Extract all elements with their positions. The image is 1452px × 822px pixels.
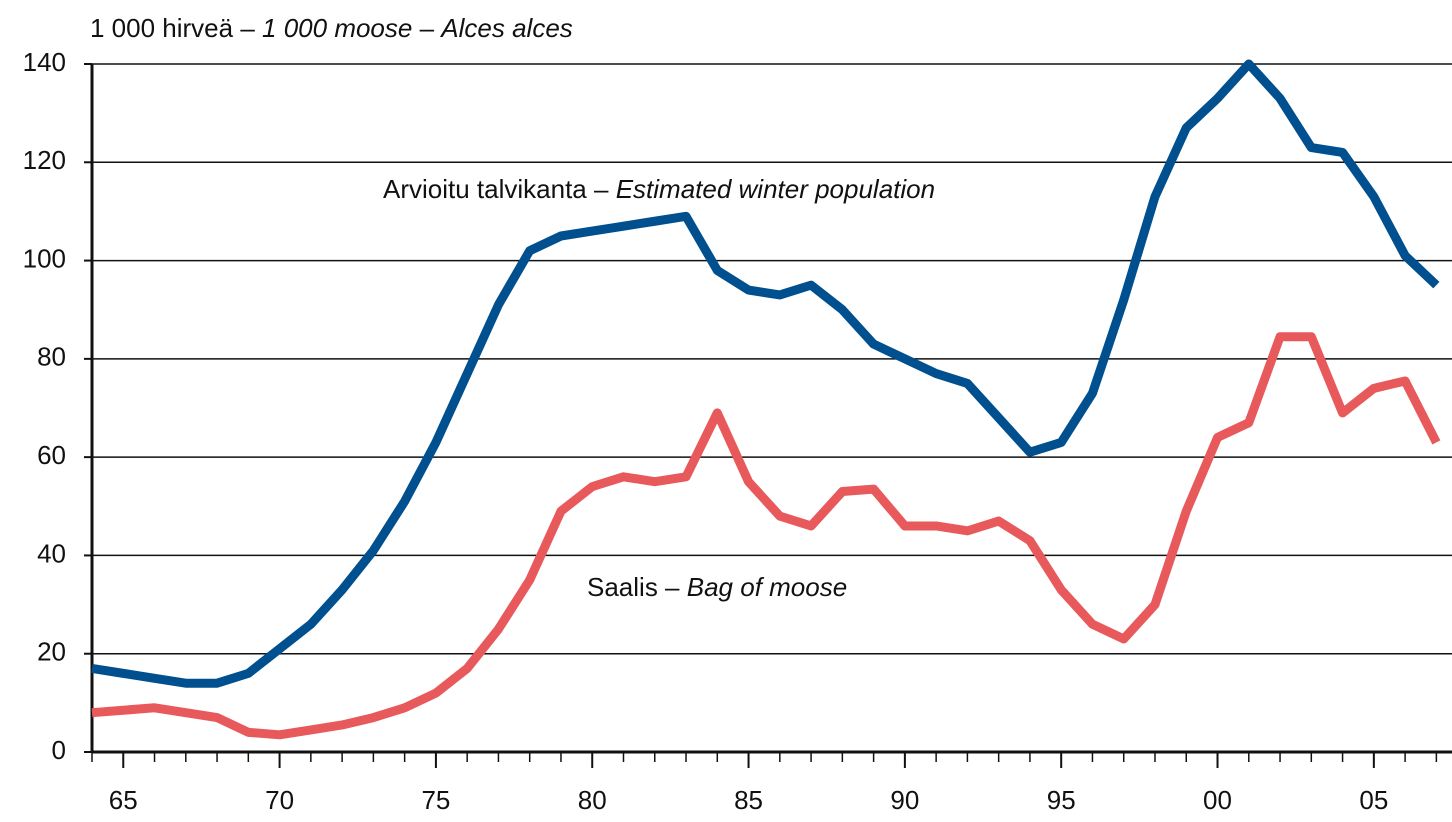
y-tick-label: 80 bbox=[37, 342, 66, 372]
x-tick-label: 95 bbox=[1047, 785, 1076, 815]
series-label: Arvioitu talvikanta – Estimated winter p… bbox=[383, 174, 935, 204]
chart-title: 1 000 hirveä – 1 000 moose – Alces alces bbox=[90, 13, 573, 43]
x-tick-label: 65 bbox=[109, 785, 138, 815]
y-tick-label: 100 bbox=[23, 243, 66, 273]
data-line bbox=[91, 59, 1440, 688]
x-tick-label: 85 bbox=[734, 785, 763, 815]
y-tick-label: 140 bbox=[23, 47, 66, 77]
y-tick-label: 40 bbox=[37, 538, 66, 568]
x-tick-label: 90 bbox=[890, 785, 919, 815]
x-tick-label: 05 bbox=[1359, 785, 1388, 815]
y-tick-label: 60 bbox=[37, 440, 66, 470]
data-line bbox=[91, 332, 1441, 740]
series-label: Saalis – Bag of moose bbox=[587, 572, 847, 602]
x-tick-label: 80 bbox=[578, 785, 607, 815]
x-tick-label: 75 bbox=[421, 785, 450, 815]
x-tick-label: 70 bbox=[265, 785, 294, 815]
y-tick-label: 0 bbox=[52, 735, 66, 765]
x-tick-label: 00 bbox=[1203, 785, 1232, 815]
y-tick-label: 20 bbox=[37, 637, 66, 667]
y-tick-label: 120 bbox=[23, 145, 66, 175]
